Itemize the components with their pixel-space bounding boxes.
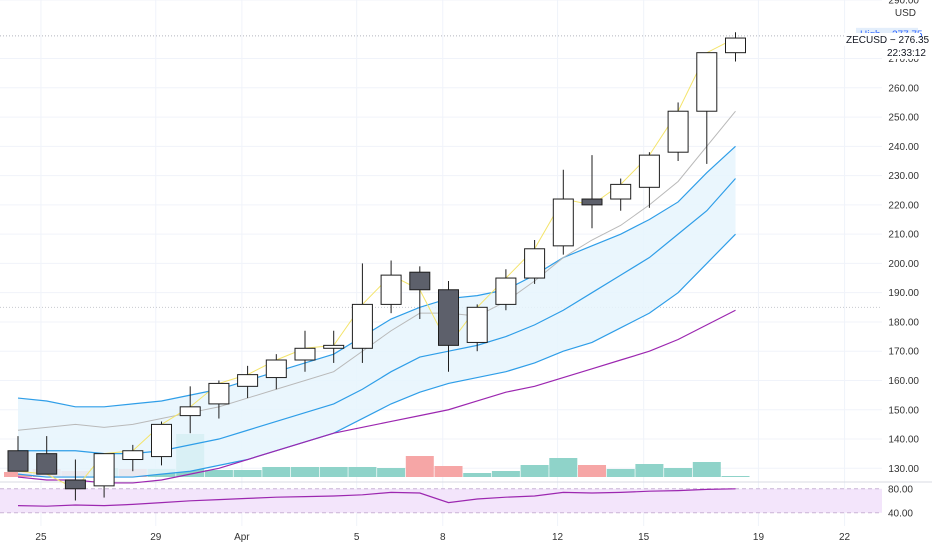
date-label-6: 15 <box>638 532 650 543</box>
volume-bar-17 <box>491 471 520 477</box>
volume-bar-8 <box>233 470 262 477</box>
candle-body-1 <box>36 453 58 475</box>
volume-bar-24 <box>692 462 721 477</box>
volume-bar-21 <box>606 469 635 477</box>
price-tick-label-10: 230.00 <box>888 171 919 182</box>
currency-label: USD <box>895 8 916 19</box>
candle-body-4 <box>122 450 144 461</box>
candles <box>7 32 746 501</box>
candle-body-23 <box>667 110 689 153</box>
volume-bar-18 <box>520 465 549 477</box>
volume-bar-25 <box>721 476 750 477</box>
price-tick-label-15: 290.00 <box>888 0 919 7</box>
last-tag-box <box>844 32 920 46</box>
candle-body-16 <box>466 306 488 343</box>
candle-body-6 <box>179 406 201 417</box>
date-label-1: 29 <box>150 532 162 543</box>
candle-body-25 <box>725 37 746 54</box>
price-tick-label-12: 250.00 <box>888 113 919 124</box>
candle-body-5 <box>151 423 172 458</box>
date-label-2: Apr <box>234 532 250 543</box>
rsi-tick-label-0: 80.00 <box>888 484 913 495</box>
time-axis[interactable]: 25 29 Apr 5 8 12 15 19 22 <box>35 532 850 543</box>
volume-bar-9 <box>262 467 291 477</box>
price-tick-label-3: 160.00 <box>888 376 919 387</box>
volume-bar-7 <box>204 470 233 477</box>
volume-bar-19 <box>549 458 578 477</box>
volume-bar-22 <box>635 464 664 477</box>
candle-body-8 <box>237 374 259 387</box>
volume-bar-11 <box>319 467 348 477</box>
countdown-label: 22:33:12 <box>887 48 926 59</box>
band-lower-line <box>17 233 736 478</box>
rsi-line <box>17 488 736 507</box>
candle-body-9 <box>265 359 287 379</box>
volume-bar-20 <box>578 465 606 477</box>
candle-body-11 <box>323 344 345 349</box>
date-label-3: 5 <box>354 532 360 543</box>
candle-body-22 <box>638 154 660 188</box>
candle-body-19 <box>552 198 574 247</box>
volume-bar-12 <box>348 467 377 477</box>
candle-body-14 <box>409 271 431 291</box>
date-label-8: 22 <box>839 532 851 543</box>
countdown-box <box>885 46 919 59</box>
price-tick-label-5: 180.00 <box>888 317 919 328</box>
band-fill <box>18 146 736 478</box>
price-tick-label-8: 210.00 <box>888 230 919 241</box>
candle-body-18 <box>524 248 546 279</box>
candle-body-7 <box>208 382 230 405</box>
volume-bar-23 <box>664 468 693 477</box>
price-tick-label-4: 170.00 <box>888 347 919 358</box>
candle-body-17 <box>495 277 517 305</box>
slow-ma-line <box>17 309 736 484</box>
volume-bar-14 <box>405 456 434 477</box>
price-tick-label-6: 190.00 <box>888 288 919 299</box>
candle-body-20 <box>581 198 603 206</box>
volume-bar-16 <box>463 473 492 477</box>
date-label-5: 12 <box>552 532 564 543</box>
price-axis[interactable]: 130.00 140.00 150.00 160.00 170.00 180.00 190.… <box>888 0 919 519</box>
band-upper-line <box>17 145 736 408</box>
price-tick-label-2: 150.00 <box>888 405 919 416</box>
price-tick-label-7: 200.00 <box>888 259 919 270</box>
price-tick-label-0: 130.00 <box>888 464 919 475</box>
last-tag-label: ZECUSD − 276.35 <box>846 35 930 46</box>
price-tick-label-11: 240.00 <box>888 142 919 153</box>
candle-body-13 <box>380 274 402 305</box>
candle-body-10 <box>294 347 316 361</box>
date-label-4: 8 <box>440 532 446 543</box>
candle-body-21 <box>610 183 632 200</box>
volume-bar-13 <box>377 468 406 477</box>
fast-ma-line <box>17 110 736 431</box>
date-label-0: 25 <box>35 532 47 543</box>
candle-body-12 <box>351 303 373 349</box>
candle-body-15 <box>438 289 459 346</box>
rsi-tick-label-1: 40.00 <box>888 508 913 519</box>
price-tick-label-13: 260.00 <box>888 83 919 94</box>
candle-body-3 <box>93 453 115 487</box>
candle-body-24 <box>696 52 718 112</box>
rsi-pane <box>0 488 882 514</box>
candle-body-0 <box>7 450 29 472</box>
date-label-7: 19 <box>753 532 765 543</box>
candle-body-2 <box>64 479 86 490</box>
price-tick-label-14: 270.00 <box>888 54 919 65</box>
volume-bar-10 <box>291 467 319 477</box>
volume-bar-15 <box>434 466 463 477</box>
price-tick-label-1: 140.00 <box>888 435 919 446</box>
price-tick-label-9: 220.00 <box>888 200 919 211</box>
rsi-band <box>0 488 882 513</box>
